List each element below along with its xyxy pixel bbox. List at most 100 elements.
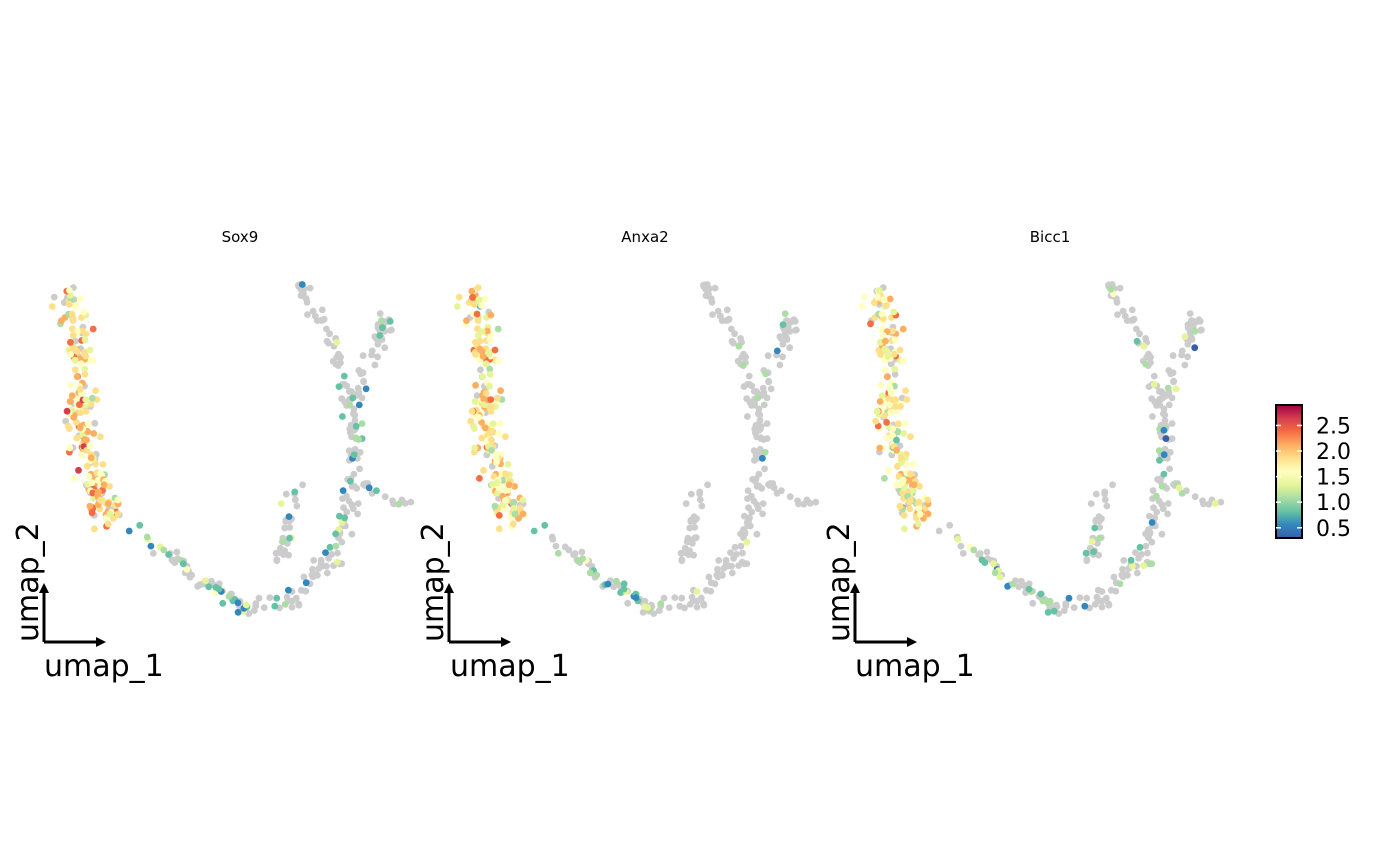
- cell-point-expressing: [887, 409, 895, 416]
- cell-point: [578, 548, 586, 556]
- cell-point: [678, 556, 686, 564]
- cell-point-expressing: [72, 366, 79, 374]
- cell-point-expressing: [1046, 597, 1054, 605]
- cell-point-expressing: [632, 594, 640, 601]
- cell-point: [730, 339, 737, 347]
- cell-point: [359, 352, 367, 360]
- cell-point: [1098, 515, 1105, 522]
- cell-point: [1120, 557, 1128, 564]
- cell-point-expressing: [73, 434, 81, 442]
- cell-point-expressing: [904, 476, 912, 484]
- cell-point-expressing: [486, 382, 493, 390]
- cell-point: [338, 395, 346, 403]
- cell-point: [1166, 448, 1174, 456]
- cell-point: [1127, 317, 1135, 324]
- cell-point-expressing: [77, 360, 85, 368]
- cell-point: [1158, 530, 1166, 538]
- cell-point: [1096, 524, 1104, 531]
- cell-point: [761, 465, 768, 473]
- cell-point-expressing: [470, 300, 478, 308]
- cell-point: [764, 352, 772, 360]
- cell-point: [739, 527, 747, 535]
- cell-point: [310, 557, 318, 564]
- cell-point-expressing: [281, 601, 289, 608]
- scatter-points: [858, 281, 1225, 617]
- cell-point-expressing: [76, 401, 83, 408]
- cell-point-expressing: [97, 470, 104, 478]
- cell-point-expressing: [902, 387, 909, 394]
- cell-point-expressing: [891, 336, 899, 344]
- cell-point-expressing: [373, 487, 380, 495]
- cell-point: [731, 330, 738, 338]
- cell-point-expressing: [502, 433, 509, 441]
- cell-point-expressing: [496, 419, 504, 427]
- panel-sox9: Sox9 umap_1 umap_2: [11, 228, 415, 684]
- cell-point: [1156, 398, 1163, 406]
- cell-point-expressing: [89, 325, 97, 333]
- cell-point-expressing: [125, 527, 133, 535]
- cell-point-expressing: [339, 413, 346, 420]
- cell-point-expressing: [907, 433, 914, 441]
- cell-point-expressing: [326, 543, 334, 551]
- cell-point: [728, 569, 736, 577]
- cell-point: [376, 310, 384, 317]
- cell-point-expressing: [1044, 608, 1052, 616]
- cell-point-expressing: [395, 500, 403, 508]
- cell-point: [260, 604, 268, 611]
- cell-point: [1142, 542, 1150, 550]
- cell-point-expressing: [541, 521, 549, 529]
- cell-point-expressing: [87, 400, 95, 408]
- cell-point: [1116, 284, 1124, 292]
- cell-point-expressing: [69, 332, 77, 339]
- cell-point-expressing: [1065, 594, 1073, 602]
- cell-point-expressing: [1160, 470, 1168, 478]
- cell-point: [752, 475, 760, 482]
- cell-point-expressing: [491, 502, 499, 510]
- cell-point: [748, 492, 755, 500]
- cell-point-expressing: [478, 419, 485, 426]
- cell-point-expressing: [219, 599, 227, 607]
- cell-point-expressing: [291, 488, 299, 496]
- cell-point: [552, 542, 560, 550]
- cell-point-expressing: [474, 284, 482, 292]
- cell-point-expressing: [530, 527, 538, 535]
- cell-point: [976, 550, 984, 557]
- cell-point-expressing: [58, 317, 65, 324]
- cell-point-expressing: [346, 477, 354, 485]
- cell-point-expressing: [761, 448, 769, 456]
- colorbar-tick-label: 1.0: [1316, 491, 1351, 516]
- cell-point-expressing: [94, 476, 102, 484]
- cell-point-expressing: [497, 387, 504, 394]
- cell-point: [255, 594, 263, 602]
- panel-anxa2: Anxa2 umap_1 umap_2: [416, 228, 820, 684]
- cell-point-expressing: [881, 475, 888, 482]
- cell-point-expressing: [475, 296, 483, 304]
- cell-point-expressing: [73, 373, 81, 381]
- cell-point-expressing: [273, 594, 281, 602]
- cell-point-expressing: [279, 538, 287, 545]
- cell-point: [740, 383, 748, 390]
- cell-point: [1101, 490, 1108, 498]
- cell-point-expressing: [496, 484, 503, 492]
- cell-point: [356, 465, 363, 473]
- cell-point: [741, 512, 748, 520]
- cell-point: [639, 608, 647, 616]
- cell-point-expressing: [92, 460, 99, 468]
- cell-point: [1165, 367, 1173, 374]
- cell-point: [1136, 330, 1143, 338]
- cell-point-expressing: [114, 510, 122, 518]
- cell-point: [755, 405, 763, 413]
- cell-point: [687, 516, 695, 524]
- colorbar-tick-label: 0.5: [1316, 517, 1351, 542]
- cell-point-expressing: [907, 470, 914, 478]
- cell-point: [1128, 306, 1136, 314]
- cell-point-expressing: [1150, 380, 1158, 388]
- cell-point-expressing: [165, 551, 173, 558]
- cell-point-expressing: [83, 462, 91, 470]
- cell-point-expressing: [739, 362, 747, 369]
- cell-point-expressing: [81, 371, 89, 378]
- cell-point-expressing: [891, 365, 899, 373]
- cell-point: [477, 366, 484, 374]
- cell-point: [1148, 538, 1156, 546]
- cell-point-expressing: [333, 339, 340, 346]
